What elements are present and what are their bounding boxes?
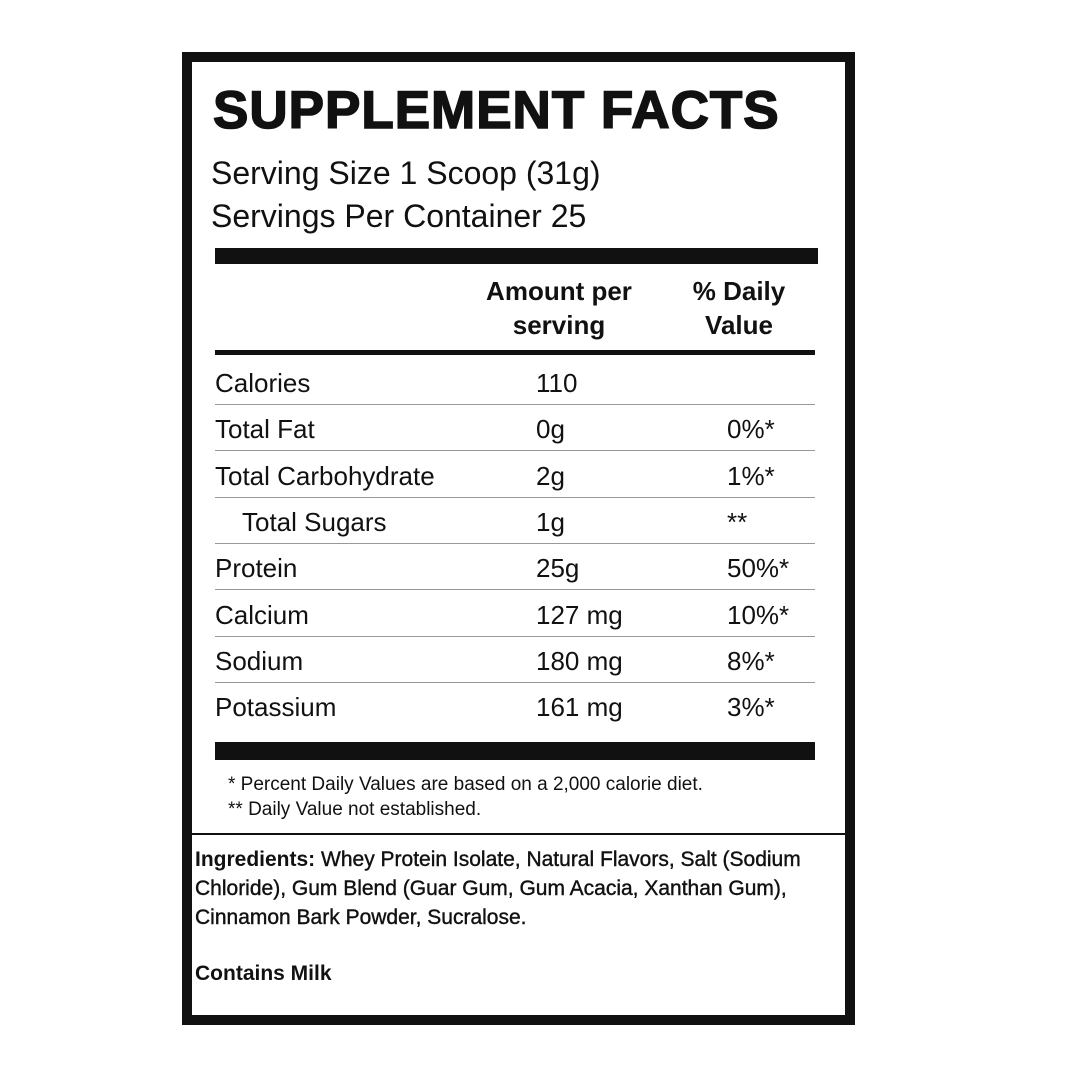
ingredients: Ingredients: Whey Protein Isolate, Natur… [195, 845, 840, 932]
nutrient-amount: 110 [536, 368, 578, 398]
header-rule [215, 350, 815, 355]
label-frame [182, 52, 855, 1025]
servings-per-container: Servings Per Container 25 [211, 198, 587, 234]
nutrient-row: Calcium 127 mg 10%* [215, 590, 815, 637]
allergen-statement: Contains Milk [195, 962, 332, 985]
title: SUPPLEMENT FACTS [212, 80, 780, 141]
daily-value-header: % Daily Value [692, 276, 786, 340]
nutrient-amount: 127 mg [536, 599, 623, 630]
ingredients-rule [192, 833, 845, 835]
nutrient-daily-value: 0%* [727, 414, 775, 445]
nutrient-daily-value: 8%* [727, 645, 775, 676]
nutrient-daily-value: 3%* [727, 692, 775, 723]
ingredients-label: Ingredients: [195, 848, 316, 871]
thick-rule [215, 742, 815, 760]
nutrient-row: Protein 25g 50%* [215, 543, 815, 591]
nutrient-name: Total Fat [215, 414, 315, 445]
footnote: ** Daily Value not established. [228, 799, 482, 820]
nutrient-amount: 0g [536, 414, 565, 445]
footnote: * Percent Daily Values are based on a 2,… [228, 774, 703, 795]
serving-size: Serving Size 1 Scoop (31g) [211, 155, 601, 191]
nutrient-amount: 180 mg [536, 645, 623, 676]
nutrient-name: Protein [215, 553, 298, 584]
nutrient-name: Sodium [215, 645, 304, 676]
nutrient-row: Total Fat 0g 0%* [215, 404, 815, 452]
thick-rule [215, 248, 818, 264]
nutrient-row: Calories 110 [215, 358, 815, 405]
nutrient-amount: 161 mg [536, 692, 623, 723]
nutrient-name: Total Carbohydrate [215, 460, 435, 491]
nutrient-name: Potassium [215, 692, 337, 723]
nutrient-amount: 1g [536, 506, 565, 537]
nutrient-row: Potassium 161 mg 3%* [215, 682, 815, 728]
nutrient-name: Calories [215, 368, 311, 398]
nutrient-daily-value: ** [727, 506, 748, 537]
nutrient-daily-value: 50%* [727, 553, 790, 584]
nutrient-amount: 2g [536, 460, 565, 491]
nutrient-amount: 25g [536, 553, 580, 584]
ingredients-text: Whey Protein Isolate, Natural Flavors, S… [195, 848, 801, 929]
nutrient-row: Total Sugars 1g ** [215, 497, 815, 544]
nutrient-daily-value: 1%* [727, 460, 775, 491]
nutrient-row: Total Carbohydrate 2g 1%* [215, 451, 815, 498]
nutrient-daily-value: 10%* [727, 599, 790, 630]
nutrient-name: Calcium [215, 599, 309, 630]
nutrient-row: Sodium 180 mg 8%* [215, 636, 815, 683]
amount-header: Amount per serving [486, 276, 632, 340]
nutrient-name: Total Sugars [242, 506, 387, 537]
